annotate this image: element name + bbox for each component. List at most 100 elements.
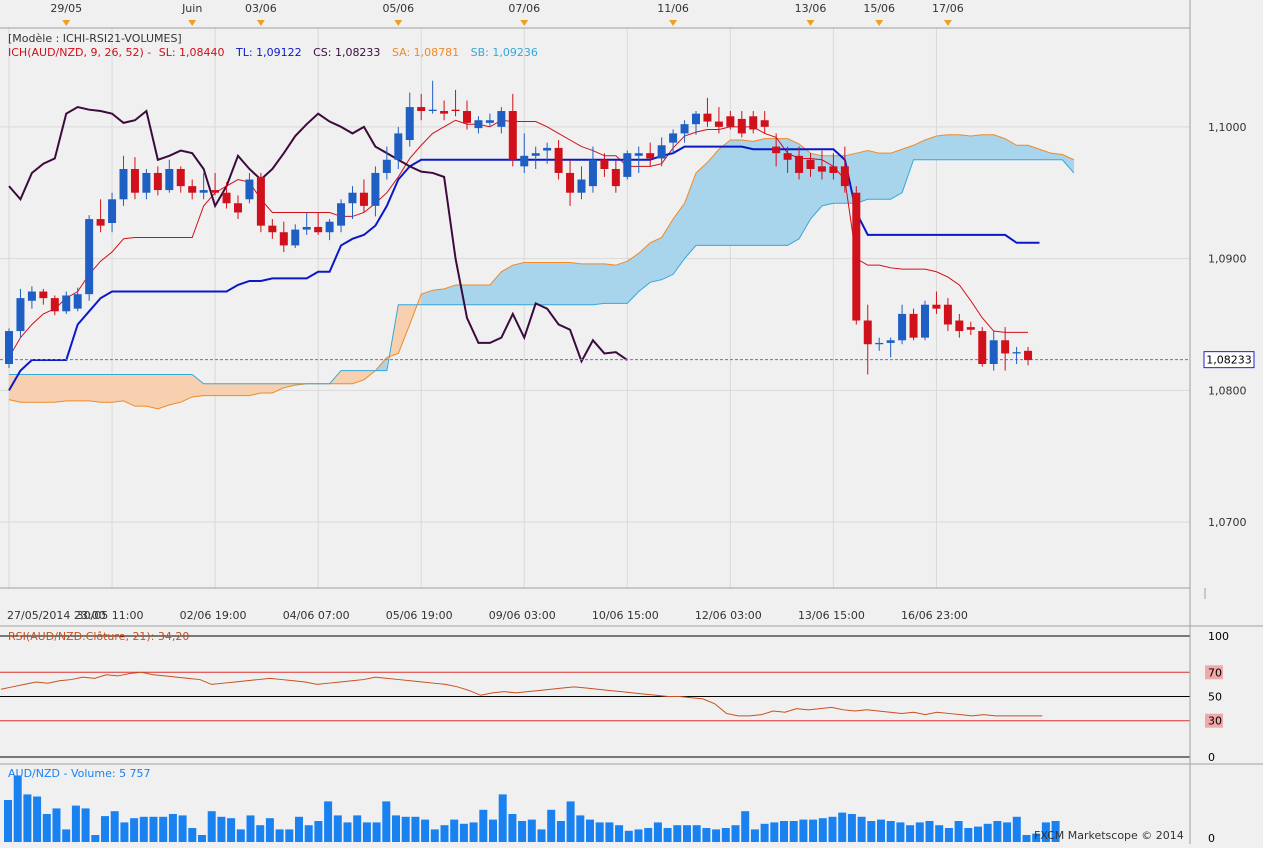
candle[interactable] [291, 224, 300, 249]
candle[interactable] [62, 291, 71, 314]
candle[interactable] [806, 153, 815, 177]
event-marker-icon[interactable] [875, 20, 884, 26]
candle[interactable] [314, 212, 323, 235]
candle[interactable] [646, 142, 655, 167]
candle[interactable] [497, 107, 506, 134]
candle[interactable] [669, 129, 678, 154]
candle[interactable] [714, 107, 723, 134]
candle[interactable] [16, 288, 25, 338]
candle[interactable] [417, 93, 426, 121]
candle[interactable] [840, 146, 849, 193]
candle[interactable] [130, 157, 139, 200]
candle[interactable] [943, 298, 952, 332]
event-marker-icon[interactable] [520, 20, 529, 26]
candle[interactable] [611, 159, 620, 193]
candle[interactable] [623, 150, 632, 180]
candle[interactable] [325, 219, 334, 241]
candle[interactable] [279, 221, 288, 252]
candle[interactable] [188, 179, 197, 200]
candle[interactable] [955, 313, 964, 338]
candle[interactable] [1024, 346, 1033, 366]
candle[interactable] [474, 116, 483, 134]
candle[interactable] [520, 133, 529, 173]
candle[interactable] [554, 140, 563, 180]
candle[interactable] [783, 146, 792, 173]
candle[interactable] [463, 100, 471, 130]
candle[interactable] [760, 111, 769, 134]
candle[interactable] [909, 308, 918, 341]
candle[interactable] [566, 159, 575, 206]
candle[interactable] [337, 199, 346, 233]
candle[interactable] [531, 146, 540, 169]
candle[interactable] [703, 97, 712, 127]
candle[interactable] [932, 291, 941, 314]
candle[interactable] [382, 146, 391, 180]
candle[interactable] [680, 120, 689, 143]
event-marker-icon[interactable] [669, 20, 678, 26]
candle[interactable] [348, 186, 357, 220]
candle[interactable] [199, 172, 208, 200]
candle[interactable] [634, 146, 643, 173]
candle[interactable] [600, 153, 609, 177]
candle[interactable] [73, 287, 82, 312]
candle[interactable] [96, 199, 105, 233]
candle[interactable] [245, 172, 254, 204]
candle[interactable] [165, 159, 174, 193]
candle[interactable] [657, 137, 666, 167]
candle[interactable] [108, 192, 117, 233]
candle[interactable] [852, 186, 861, 325]
candle[interactable] [85, 215, 94, 301]
candle[interactable] [749, 111, 758, 134]
candle[interactable] [726, 111, 735, 130]
event-marker-icon[interactable] [943, 20, 952, 26]
candle[interactable] [302, 212, 311, 235]
candle[interactable] [359, 179, 368, 213]
candle[interactable] [989, 331, 998, 371]
candle[interactable] [508, 93, 517, 167]
candle[interactable] [451, 89, 460, 117]
candle[interactable] [817, 150, 826, 180]
candle[interactable] [27, 286, 36, 309]
candle[interactable] [234, 195, 242, 220]
candle[interactable] [394, 126, 403, 169]
candle[interactable] [772, 133, 781, 167]
candle[interactable] [405, 92, 414, 147]
event-marker-icon[interactable] [62, 20, 71, 26]
candle[interactable] [577, 166, 586, 200]
candle[interactable] [256, 172, 265, 233]
event-marker-icon[interactable] [806, 20, 815, 26]
candle[interactable] [543, 142, 552, 164]
candle[interactable] [142, 168, 151, 200]
candle[interactable] [50, 295, 59, 316]
candle[interactable] [440, 100, 449, 121]
candle[interactable] [921, 300, 929, 341]
candle[interactable] [428, 80, 437, 114]
candle[interactable] [176, 166, 185, 193]
candle[interactable] [39, 288, 48, 305]
candle[interactable] [1012, 346, 1021, 364]
candle[interactable] [829, 153, 838, 180]
candle[interactable] [692, 111, 700, 135]
candle[interactable] [588, 146, 597, 193]
candle[interactable] [222, 182, 231, 209]
candle[interactable] [898, 304, 907, 345]
candle[interactable] [5, 328, 13, 368]
event-marker-icon[interactable] [394, 20, 403, 26]
event-marker-icon[interactable] [256, 20, 265, 26]
candle[interactable] [268, 219, 277, 239]
candle[interactable] [978, 327, 987, 367]
candle[interactable] [119, 155, 128, 206]
candle[interactable] [737, 111, 746, 138]
candle[interactable] [211, 172, 220, 196]
candle[interactable] [875, 337, 884, 351]
candle[interactable] [863, 304, 872, 375]
event-marker-icon[interactable] [188, 20, 197, 26]
candle[interactable] [371, 166, 380, 217]
candle[interactable] [485, 113, 494, 127]
candle[interactable] [966, 321, 975, 336]
candle[interactable] [1001, 327, 1010, 371]
candle[interactable] [153, 166, 162, 196]
candle[interactable] [886, 337, 895, 358]
candle[interactable] [795, 146, 804, 180]
